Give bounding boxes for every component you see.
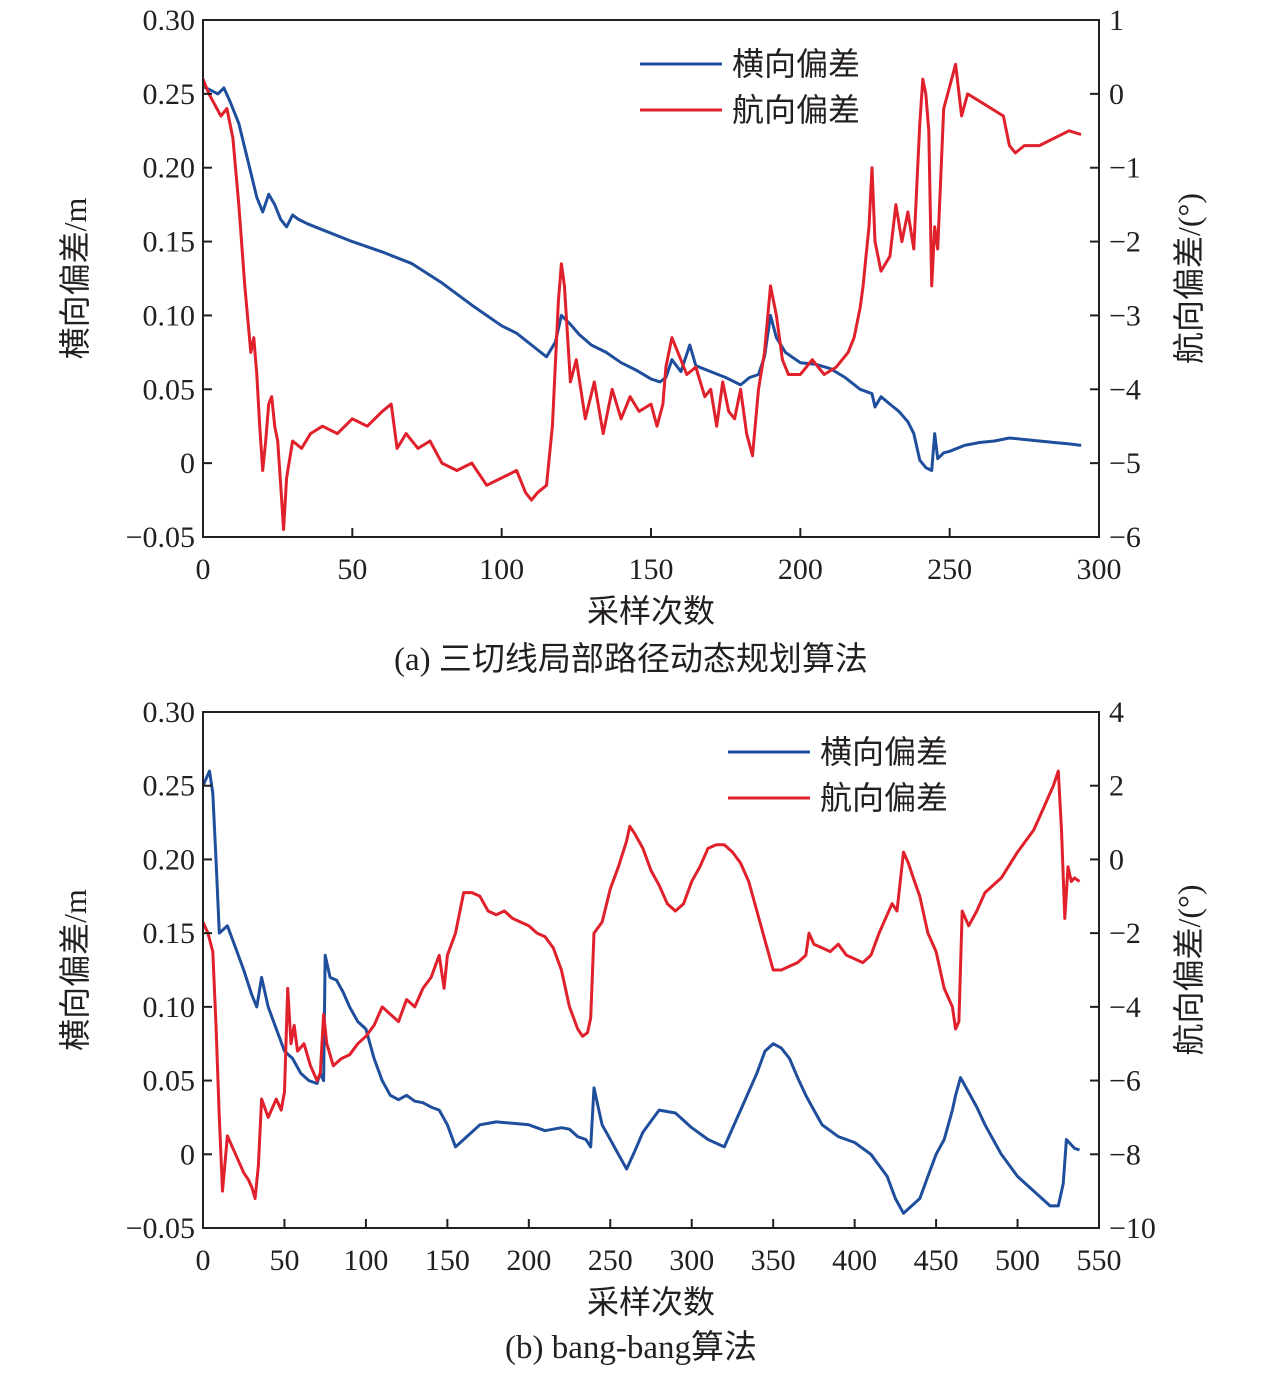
y-right-tick-label: −4: [1109, 373, 1141, 406]
y-left-tick-label: 0: [180, 447, 195, 480]
x-tick-label: 500: [995, 1244, 1040, 1277]
y-right-tick-label: −4: [1109, 991, 1141, 1024]
y-left-axis-label: 横向偏差/m: [57, 198, 93, 360]
y-left-tick-label: 0.05: [143, 1065, 196, 1098]
y-right-tick-label: −1: [1109, 152, 1141, 185]
x-tick-label: 50: [269, 1244, 299, 1277]
y-right-tick-label: 4: [1109, 696, 1124, 729]
x-tick-label: 250: [927, 553, 972, 586]
chart-panel-1: 0 50 100 150 200 250 300 350 400 450 500 550−0.0500…: [57, 696, 1207, 1366]
x-tick-label: 0: [196, 553, 211, 586]
y-left-tick-label: 0.20: [143, 152, 196, 185]
legend-label-1: 航向偏差: [820, 780, 948, 816]
x-axis-label: 采样次数: [587, 1284, 715, 1320]
x-tick-label: 250: [588, 1244, 633, 1277]
series-line-lateral: [203, 85, 1082, 472]
chart-caption: (a) 三切线局部路径动态规划算法: [394, 641, 868, 678]
y-left-tick-label: −0.05: [126, 521, 195, 554]
x-axis-label: 采样次数: [587, 593, 715, 629]
x-tick-label: 450: [914, 1244, 959, 1277]
x-tick-label: 100: [479, 553, 524, 586]
y-right-tick-label: −2: [1109, 917, 1141, 950]
y-left-tick-label: 0.05: [143, 373, 196, 406]
x-tick-label: 200: [506, 1244, 551, 1277]
y-right-axis-label: 航向偏差/(°): [1171, 193, 1207, 364]
y-right-tick-label: 0: [1109, 78, 1124, 111]
y-left-tick-label: 0.30: [143, 4, 196, 37]
y-right-tick-label: −3: [1109, 299, 1141, 332]
y-left-tick-label: 0.10: [143, 299, 196, 332]
x-tick-label: 300: [669, 1244, 714, 1277]
y-right-tick-label: −8: [1109, 1138, 1141, 1171]
x-tick-label: 50: [337, 553, 367, 586]
legend-label-1: 航向偏差: [732, 92, 860, 128]
series-line-heading: [203, 62, 1082, 532]
y-left-axis-label: 横向偏差/m: [57, 889, 93, 1051]
x-tick-label: 0: [196, 1244, 211, 1277]
chart-caption: (b) bang-bang算法: [505, 1329, 757, 1366]
y-right-axis-label: 航向偏差/(°): [1171, 884, 1207, 1055]
series-line-heading: [203, 769, 1081, 1200]
x-tick-label: 400: [832, 1244, 877, 1277]
x-tick-label: 200: [778, 553, 823, 586]
y-right-tick-label: −10: [1109, 1212, 1156, 1245]
chart-panel-0: 0 50 100 150 200 250 300−0.0500.050.100.150.20…: [57, 4, 1207, 678]
x-tick-label: 150: [629, 553, 674, 586]
y-right-tick-label: −2: [1109, 226, 1141, 259]
y-right-tick-label: 1: [1109, 4, 1124, 37]
y-left-tick-label: 0.15: [143, 226, 196, 259]
y-left-tick-label: 0: [180, 1138, 195, 1171]
legend-label-0: 横向偏差: [820, 734, 948, 770]
y-left-tick-label: −0.05: [126, 1212, 195, 1245]
plot-frame: [202, 711, 1100, 1229]
y-right-tick-label: 0: [1109, 843, 1124, 876]
y-left-tick-label: 0.30: [143, 696, 196, 729]
y-right-tick-label: −6: [1109, 1065, 1141, 1098]
y-left-tick-label: 0.15: [143, 917, 196, 950]
y-left-tick-label: 0.25: [143, 78, 196, 111]
y-left-tick-label: 0.10: [143, 991, 196, 1024]
x-tick-label: 150: [425, 1244, 470, 1277]
y-left-tick-label: 0.25: [143, 770, 196, 803]
y-left-tick-label: 0.20: [143, 843, 196, 876]
x-tick-label: 350: [751, 1244, 796, 1277]
series-line-lateral: [203, 769, 1080, 1215]
y-right-tick-label: 2: [1109, 770, 1124, 803]
x-tick-label: 300: [1077, 553, 1122, 586]
y-right-tick-label: −5: [1109, 447, 1141, 480]
x-tick-label: 100: [343, 1244, 388, 1277]
y-right-tick-label: −6: [1109, 521, 1141, 554]
legend-label-0: 横向偏差: [732, 46, 860, 82]
x-tick-label: 550: [1077, 1244, 1122, 1277]
plot-frame: [202, 19, 1100, 538]
